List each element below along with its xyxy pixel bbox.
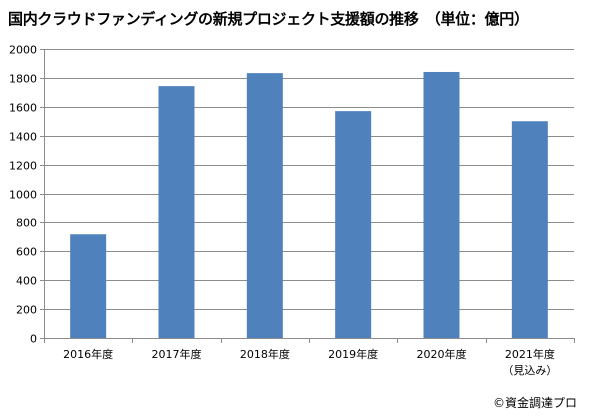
axes bbox=[40, 49, 575, 343]
gridlines bbox=[44, 49, 574, 310]
y-axis-tick-labels: 0 200 400 600 800 1000 1200 1400 1600 1800 2000 bbox=[9, 44, 37, 346]
x-tick-label: 2021年度 bbox=[505, 347, 555, 361]
bar-2019年度 bbox=[335, 111, 372, 338]
y-tick-label: 1800 bbox=[9, 73, 37, 86]
x-tick-label: 2018年度 bbox=[240, 347, 290, 361]
y-tick-label: 400 bbox=[16, 275, 37, 288]
y-tick-label: 2000 bbox=[9, 44, 37, 57]
x-tick-label: 2016年度 bbox=[63, 347, 113, 361]
bar-2017年度 bbox=[158, 86, 195, 338]
x-tick-label: 2017年度 bbox=[152, 347, 202, 361]
y-tick-label: 0 bbox=[30, 333, 37, 346]
x-axis-tick-labels: 2016年度 2017年度 2018年度 2019年度 2020年度 2021年度 （見込み… bbox=[63, 347, 557, 377]
y-tick-label: 200 bbox=[16, 304, 37, 317]
chart-title: 国内クラウドファンディングの新規プロジェクト支援額の推移 （単位：億円） bbox=[8, 10, 529, 28]
y-tick-label: 800 bbox=[16, 217, 37, 230]
copyright-label: ©資金調達プロ bbox=[492, 396, 577, 410]
y-tick-label: 1600 bbox=[9, 102, 37, 115]
x-tick-sublabel: （見込み） bbox=[502, 364, 557, 377]
bar-2016年度 bbox=[70, 234, 107, 338]
bar-2021年度 bbox=[511, 121, 548, 338]
bar-2018年度 bbox=[246, 73, 283, 338]
x-tick-label: 2019年度 bbox=[328, 347, 378, 361]
x-tick-label: 2020年度 bbox=[417, 347, 467, 361]
bars bbox=[70, 71, 548, 339]
bar-2020年度 bbox=[423, 71, 460, 339]
y-tick-label: 600 bbox=[16, 246, 37, 259]
y-tick-label: 1200 bbox=[9, 160, 37, 173]
y-tick-label: 1400 bbox=[9, 131, 37, 144]
y-tick-label: 1000 bbox=[9, 189, 37, 202]
